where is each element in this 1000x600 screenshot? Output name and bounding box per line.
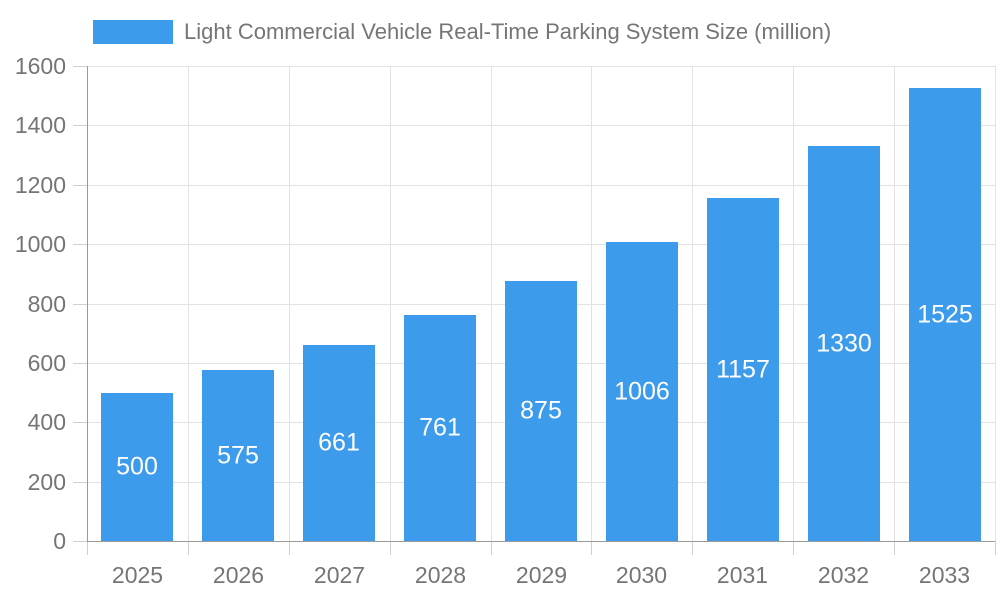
- category-boundary-gridline: [188, 66, 189, 541]
- x-axis-tick-label: 2033: [918, 562, 971, 588]
- category-boundary-gridline: [390, 66, 391, 541]
- x-axis-tick-label: 2028: [414, 562, 467, 588]
- category-boundary-gridline: [591, 66, 592, 541]
- y-axis-tick-label: 600: [27, 350, 66, 376]
- x-axis-tick: [390, 541, 391, 555]
- category-boundary-gridline: [491, 66, 492, 541]
- legend-label: Light Commercial Vehicle Real-Time Parki…: [184, 19, 832, 44]
- y-gridline: [87, 125, 995, 126]
- chart-legend[interactable]: Light Commercial Vehicle Real-Time Parki…: [93, 19, 831, 45]
- bar-value-label: 1525: [917, 300, 973, 328]
- bar: 1330: [808, 146, 880, 541]
- bar: 500: [101, 393, 173, 541]
- y-gridline: [87, 66, 995, 67]
- x-axis-tick-label: 2030: [615, 562, 668, 588]
- bar-value-label: 1157: [716, 355, 770, 383]
- category-boundary-gridline: [894, 66, 895, 541]
- legend-swatch-icon: [93, 20, 173, 44]
- y-axis-tick: [73, 422, 87, 423]
- x-axis-tick: [188, 541, 189, 555]
- x-axis-tick-label: 2027: [313, 562, 366, 588]
- bar: 661: [303, 345, 375, 541]
- bar-value-label: 575: [217, 441, 259, 469]
- plot-area: 500 575 661 761 875 1006 1157 1330 1525: [87, 66, 996, 542]
- bar-value-label: 875: [520, 396, 562, 425]
- category-boundary-gridline: [793, 66, 794, 541]
- x-axis-tick-label: 2026: [212, 562, 265, 588]
- bar: 1006: [606, 242, 678, 541]
- bar-value-label: 761: [419, 413, 461, 442]
- y-axis-tick: [73, 185, 87, 186]
- bar: 1157: [707, 198, 779, 541]
- y-axis-tick-label: 200: [27, 469, 66, 495]
- y-axis-tick-label: 0: [53, 528, 66, 554]
- x-axis-line: [87, 541, 995, 542]
- x-axis-tick: [793, 541, 794, 555]
- x-axis-tick-label: 2031: [716, 562, 769, 588]
- y-axis-tick-label: 800: [27, 291, 66, 317]
- y-axis-tick: [73, 363, 87, 364]
- x-axis-tick-label: 2029: [515, 562, 568, 588]
- category-boundary-gridline: [289, 66, 290, 541]
- bar-value-label: 1006: [614, 377, 670, 405]
- y-axis-line: [87, 66, 88, 542]
- x-axis-tick-label: 2032: [817, 562, 870, 588]
- x-axis-tick: [894, 541, 895, 555]
- bar: 575: [202, 370, 274, 541]
- y-axis-tick-label: 1600: [14, 53, 66, 79]
- y-axis-tick: [73, 482, 87, 483]
- y-axis-tick-label: 400: [27, 409, 66, 435]
- bar-value-label: 1330: [816, 329, 872, 357]
- x-axis-tick: [289, 541, 290, 555]
- x-axis-tick: [692, 541, 693, 555]
- bar-value-label: 500: [116, 452, 158, 481]
- y-axis-tick: [73, 304, 87, 305]
- category-boundary-gridline: [692, 66, 693, 541]
- bar: 1525: [909, 88, 981, 541]
- y-axis-tick: [73, 125, 87, 126]
- y-axis-tick: [73, 66, 87, 67]
- y-gridline: [87, 185, 995, 186]
- y-axis-tick-label: 1400: [14, 112, 66, 138]
- x-axis-tick: [591, 541, 592, 555]
- x-axis-tick: [995, 541, 996, 555]
- y-axis-tick-label: 1000: [14, 231, 66, 257]
- y-gridline: [87, 244, 995, 245]
- y-axis-tick: [73, 541, 87, 542]
- bar: 875: [505, 281, 577, 541]
- y-axis-tick: [73, 244, 87, 245]
- bar: 761: [404, 315, 476, 541]
- x-axis-tick: [87, 541, 88, 555]
- x-axis-tick: [491, 541, 492, 555]
- bar-value-label: 661: [318, 428, 360, 457]
- category-boundary-gridline: [995, 66, 996, 541]
- y-axis-tick-label: 1200: [14, 172, 66, 198]
- x-axis-tick-label: 2025: [111, 562, 164, 588]
